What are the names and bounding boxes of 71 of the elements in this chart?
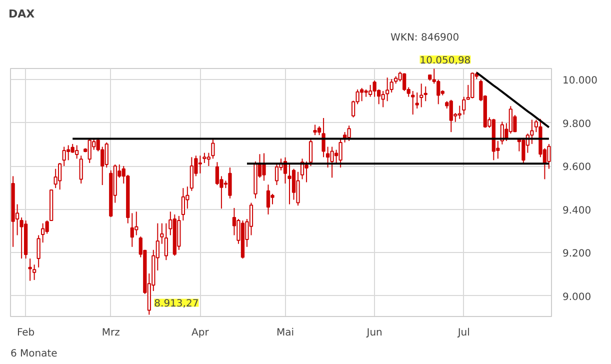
candlestick	[386, 77, 390, 102]
candlestick	[66, 144, 70, 161]
candlestick	[41, 222, 45, 244]
annotation: 8.913,27	[154, 298, 199, 310]
y-tick-label: 9.600	[562, 162, 592, 174]
candlestick	[36, 234, 40, 268]
text: WKN: 846900	[390, 32, 460, 44]
candlestick	[458, 105, 462, 120]
x-tick-label: Feb	[16, 328, 35, 338]
candlestick	[326, 146, 330, 168]
y-tick-label: 9.400	[562, 205, 592, 216]
candlestick	[381, 90, 385, 108]
candlestick	[262, 152, 266, 182]
candlestick	[104, 142, 108, 168]
y-tick-label: 10.000	[562, 76, 598, 87]
candlestick	[372, 80, 376, 98]
candlestick	[402, 72, 406, 92]
candlestick	[304, 160, 308, 183]
candlestick	[330, 146, 334, 178]
candlestick	[58, 162, 62, 190]
candlestick	[347, 125, 351, 142]
candlestick	[530, 119, 534, 144]
candlestick	[322, 118, 326, 158]
candlestick	[411, 90, 415, 116]
text: 6 Monate	[10, 348, 58, 360]
candlestick	[274, 163, 279, 186]
candlestick	[249, 202, 254, 236]
candlestick	[75, 144, 79, 160]
candlestick	[308, 138, 313, 167]
x-tick-label: Apr	[192, 328, 210, 338]
line-series	[476, 72, 550, 128]
candlestick	[266, 184, 270, 215]
y-tick-label: 9.800	[562, 118, 592, 130]
candlestick	[508, 106, 512, 134]
candlestick	[79, 155, 83, 184]
candlestick	[134, 211, 138, 236]
candlestick	[390, 78, 394, 93]
x-tick-label: Jun	[366, 328, 382, 338]
candlestick	[211, 138, 215, 160]
candlestick	[206, 152, 211, 167]
candlestick	[462, 96, 466, 116]
x-tick-label: Jul	[456, 328, 470, 338]
candlestick	[420, 83, 424, 108]
candlestick	[45, 220, 49, 234]
x-tick-label: Mai	[276, 328, 294, 338]
candlestick	[292, 168, 296, 200]
candlestick	[313, 124, 317, 136]
candlestick	[130, 212, 134, 248]
candlestick	[449, 99, 453, 133]
candlestick	[181, 188, 185, 221]
candlestick	[228, 167, 232, 199]
candlestick	[360, 87, 364, 102]
candlestick	[198, 155, 202, 174]
x-tick-label: Mrz	[102, 328, 120, 338]
y-tick-label: 9.000	[562, 292, 592, 303]
candlestick	[415, 92, 419, 109]
candlestick	[164, 222, 168, 261]
candlestick	[28, 258, 32, 282]
candlestick	[215, 162, 220, 186]
candlestick	[62, 146, 66, 167]
candlestick	[202, 152, 206, 164]
candlestick	[296, 171, 300, 206]
candlestick	[424, 86, 428, 102]
candlestick	[270, 193, 274, 205]
chart-title: DAX	[8, 8, 36, 20]
candlestick	[32, 264, 36, 280]
y-tick-label: 9.200	[562, 248, 592, 260]
candlestick	[436, 79, 440, 105]
candlestick	[160, 222, 164, 244]
candlestick	[338, 138, 342, 168]
candlestick	[547, 143, 551, 170]
